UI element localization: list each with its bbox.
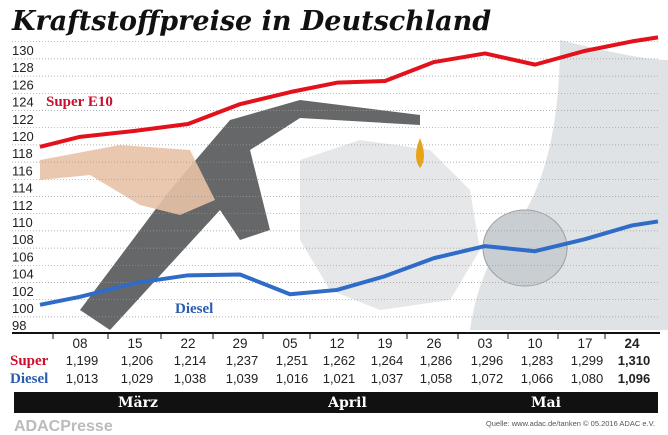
data-point — [238, 102, 242, 106]
month-label: März — [118, 395, 158, 411]
data-point — [288, 90, 292, 94]
series-label-diesel: Diesel — [175, 301, 213, 317]
data-point — [432, 256, 436, 260]
y-tick-label: 106 — [12, 249, 34, 264]
y-tick-label: 130 — [12, 43, 34, 58]
x-tick-label: 15 — [127, 336, 142, 351]
x-tick-label: 17 — [577, 336, 592, 351]
table-value-diesel: 1,039 — [226, 371, 259, 386]
data-point — [432, 60, 436, 64]
series-label-super: Super E10 — [46, 94, 113, 110]
data-point — [133, 281, 137, 285]
table-value-diesel: 1,029 — [121, 371, 154, 386]
y-tick-label: 128 — [12, 60, 34, 75]
y-tick-label: 98 — [12, 318, 26, 333]
y-tick-label: 126 — [12, 77, 34, 92]
data-point — [483, 244, 487, 248]
source-note: Quelle: www.adac.de/tanken © 05.2016 ADA… — [486, 419, 655, 428]
x-tick-label: 08 — [72, 336, 87, 351]
series-line-super — [39, 35, 659, 149]
month-label: Mai — [531, 395, 561, 411]
table-value-super: 1,296 — [471, 353, 504, 368]
table-value-super: 1,310 — [618, 353, 651, 368]
data-point — [533, 249, 537, 253]
y-tick-label: 110 — [12, 215, 33, 230]
data-point — [583, 237, 587, 241]
y-tick-label: 120 — [12, 129, 34, 144]
fuel-nozzle-icon — [80, 100, 420, 330]
data-point — [186, 122, 190, 126]
y-tick-label: 124 — [12, 95, 34, 110]
table-value-super: 1,299 — [571, 353, 604, 368]
x-tick-label: 26 — [426, 336, 441, 351]
fuel-drop-icon — [416, 138, 424, 168]
table-value-super: 1,283 — [521, 353, 554, 368]
x-tick-label: 19 — [377, 336, 392, 351]
y-tick-label: 122 — [12, 112, 34, 127]
table-value-super: 1,214 — [174, 353, 207, 368]
table-value-diesel: 1,058 — [420, 371, 453, 386]
data-point — [630, 39, 634, 43]
y-tick-label: 108 — [12, 232, 34, 247]
table-label-diesel: Diesel — [10, 371, 48, 387]
data-point — [483, 51, 487, 55]
data-point — [383, 274, 387, 278]
watermark: ADACPresse — [14, 418, 113, 435]
y-tick-label: 102 — [12, 284, 34, 299]
data-point — [133, 129, 137, 133]
data-point — [630, 223, 634, 227]
month-bar — [434, 392, 658, 413]
table-value-diesel: 1,016 — [276, 371, 309, 386]
x-tick-label: 12 — [329, 336, 344, 351]
table-value-super: 1,199 — [66, 353, 99, 368]
x-tick-label: 24 — [624, 336, 640, 351]
table-value-super: 1,251 — [276, 353, 309, 368]
month-bar — [14, 392, 262, 413]
y-tick-label: 114 — [12, 181, 33, 196]
x-tick-label: 05 — [282, 336, 297, 351]
data-point — [335, 81, 339, 85]
table-value-super: 1,262 — [323, 353, 356, 368]
data-point — [186, 273, 190, 277]
y-tick-label: 118 — [12, 146, 33, 161]
y-tick-label: 104 — [12, 267, 34, 282]
car-image — [470, 40, 668, 330]
data-point — [583, 49, 587, 53]
data-point — [78, 295, 82, 299]
x-tick-label: 10 — [527, 336, 542, 351]
data-point — [78, 135, 82, 139]
table-value-super: 1,237 — [226, 353, 259, 368]
table-value-super: 1,264 — [371, 353, 404, 368]
x-tick-label: 29 — [232, 336, 247, 351]
table-value-diesel: 1,038 — [174, 371, 207, 386]
data-point — [288, 292, 292, 296]
hand-image — [40, 145, 215, 215]
y-tick-label: 112 — [12, 198, 33, 213]
month-bar — [239, 392, 456, 413]
table-value-diesel: 1,072 — [471, 371, 504, 386]
series-line-diesel — [39, 219, 659, 307]
data-point — [335, 288, 339, 292]
table-value-diesel: 1,066 — [521, 371, 554, 386]
table-value-super: 1,206 — [121, 353, 154, 368]
y-tick-label: 100 — [12, 301, 34, 316]
table-label-super: Super — [10, 353, 49, 369]
chart-title: Kraftstoffpreise in Deutschland — [11, 6, 491, 37]
table-value-diesel: 1,021 — [323, 371, 356, 386]
x-tick-label: 22 — [180, 336, 195, 351]
x-tick-label: 03 — [477, 336, 492, 351]
table-value-diesel: 1,080 — [571, 371, 604, 386]
data-point — [238, 272, 242, 276]
data-point — [383, 79, 387, 83]
germany-map-silhouette — [300, 140, 480, 310]
table-value-diesel: 1,096 — [618, 371, 651, 386]
table-value-super: 1,286 — [420, 353, 453, 368]
data-point — [533, 63, 537, 67]
y-tick-label: 116 — [12, 163, 33, 178]
month-label: April — [327, 395, 367, 411]
table-value-diesel: 1,013 — [66, 371, 99, 386]
table-value-diesel: 1,037 — [371, 371, 404, 386]
